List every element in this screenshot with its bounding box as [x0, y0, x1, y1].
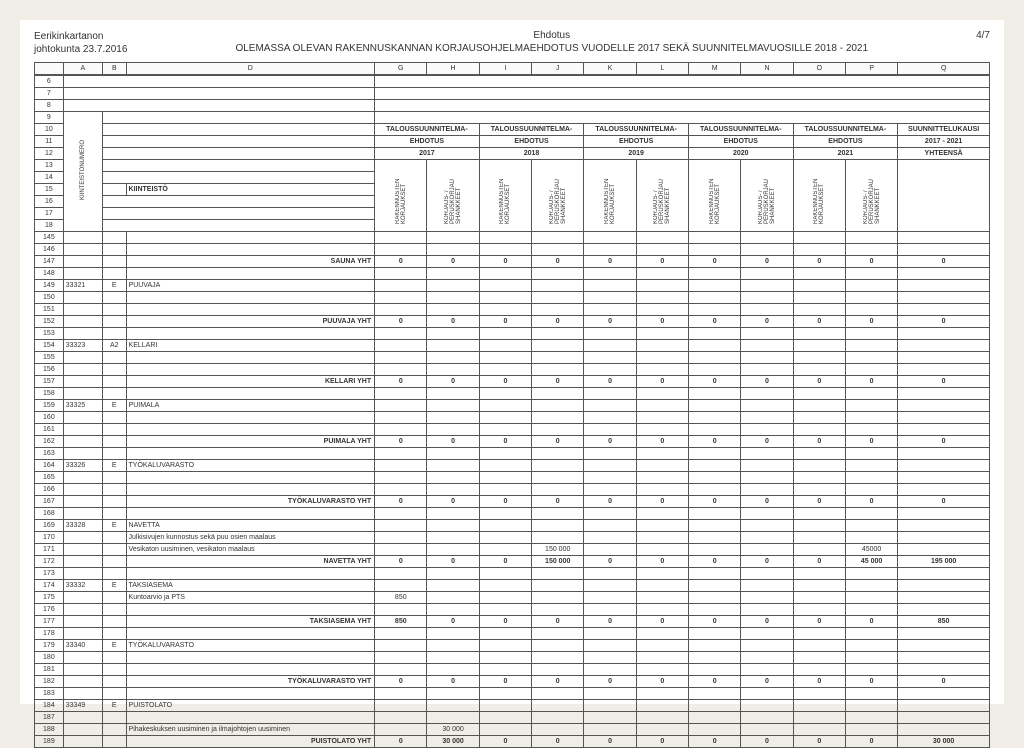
table-row: 175Kuntoarvio ja PTS850: [35, 592, 990, 604]
table-row: 161: [35, 424, 990, 436]
table-row: 151: [35, 304, 990, 316]
col-D: D: [126, 63, 375, 75]
table-row: 15933325EPUIMALA: [35, 400, 990, 412]
table-row: 150: [35, 292, 990, 304]
table-row: 167TYÖKALUVARASTO YHT00000000000: [35, 496, 990, 508]
table-row: 162PUIMALA YHT00000000000: [35, 436, 990, 448]
table-row: 163: [35, 448, 990, 460]
table-row: 180: [35, 652, 990, 664]
table-row: 171Vesikaton uusiminen, vesikaton maalau…: [35, 544, 990, 556]
doc-title-2: OLEMASSA OLEVAN RAKENNUSKANNAN KORJAUSOH…: [127, 43, 976, 54]
table-row: 187: [35, 712, 990, 724]
col-H: H: [427, 63, 479, 75]
table-row: 17933340ETYÖKALUVARASTO: [35, 640, 990, 652]
table-row: 173: [35, 568, 990, 580]
table-row: 182TYÖKALUVARASTO YHT00000000000: [35, 676, 990, 688]
table-row: 152PUUVAJA YHT00000000000: [35, 316, 990, 328]
org-line-2: johtokunta 23.7.2016: [34, 43, 127, 56]
table-row: 160: [35, 412, 990, 424]
table-row: 157KELLARI YHT00000000000: [35, 376, 990, 388]
org-line-1: Eerikinkartanon: [34, 30, 127, 43]
col-O: O: [793, 63, 845, 75]
table-row: 146: [35, 244, 990, 256]
table-row: 158: [35, 388, 990, 400]
table-row: 168: [35, 508, 990, 520]
col-J: J: [532, 63, 584, 75]
table-row: 15433323A2KELLARI: [35, 340, 990, 352]
table-row: 148: [35, 268, 990, 280]
col-A: A: [63, 63, 102, 75]
table-row: 166: [35, 484, 990, 496]
col-M: M: [689, 63, 741, 75]
col-L: L: [636, 63, 688, 75]
table-row: 153: [35, 328, 990, 340]
table-row: 18433349EPUISTOLATO: [35, 700, 990, 712]
table-row: 17433332ETAKSIASEMA: [35, 580, 990, 592]
col-N: N: [741, 63, 793, 75]
table-row: 181: [35, 664, 990, 676]
table-row: 156: [35, 364, 990, 376]
table-row: 176: [35, 604, 990, 616]
table-row: 145: [35, 232, 990, 244]
table-row: 14933321EPUUVAJA: [35, 280, 990, 292]
budget-body: 6789KIINTEISTÖNUMERO10TALOUSSUUNNITELMA-…: [34, 75, 990, 748]
col-I: I: [479, 63, 531, 75]
table-row: 170Julkisivujen kunnostus sekä puu osien…: [35, 532, 990, 544]
table-row: 183: [35, 688, 990, 700]
col-P: P: [846, 63, 898, 75]
table-row: 16933328ENAVETTA: [35, 520, 990, 532]
table-row: 16433326ETYÖKALUVARASTO: [35, 460, 990, 472]
table-row: 147SAUNA YHT00000000000: [35, 256, 990, 268]
page-number: 4/7: [976, 30, 990, 41]
col-K: K: [584, 63, 636, 75]
table-row: 165: [35, 472, 990, 484]
table-row: 177TAKSIASEMA YHT850000000000850: [35, 616, 990, 628]
budget-table: A B D G H I J K L M N O P Q: [34, 62, 990, 75]
table-row: 155: [35, 352, 990, 364]
table-row: 189PUISTOLATO YHT030 0000000000030 000: [35, 736, 990, 748]
col-G: G: [375, 63, 427, 75]
doc-title-1: Ehdotus: [127, 30, 976, 41]
table-row: 172NAVETTA YHT000150 0000000045 000195 0…: [35, 556, 990, 568]
col-Q: Q: [898, 63, 990, 75]
table-row: 188Pihakeskuksen uusiminen ja ilmajohtoj…: [35, 724, 990, 736]
col-B: B: [103, 63, 127, 75]
table-row: 178: [35, 628, 990, 640]
